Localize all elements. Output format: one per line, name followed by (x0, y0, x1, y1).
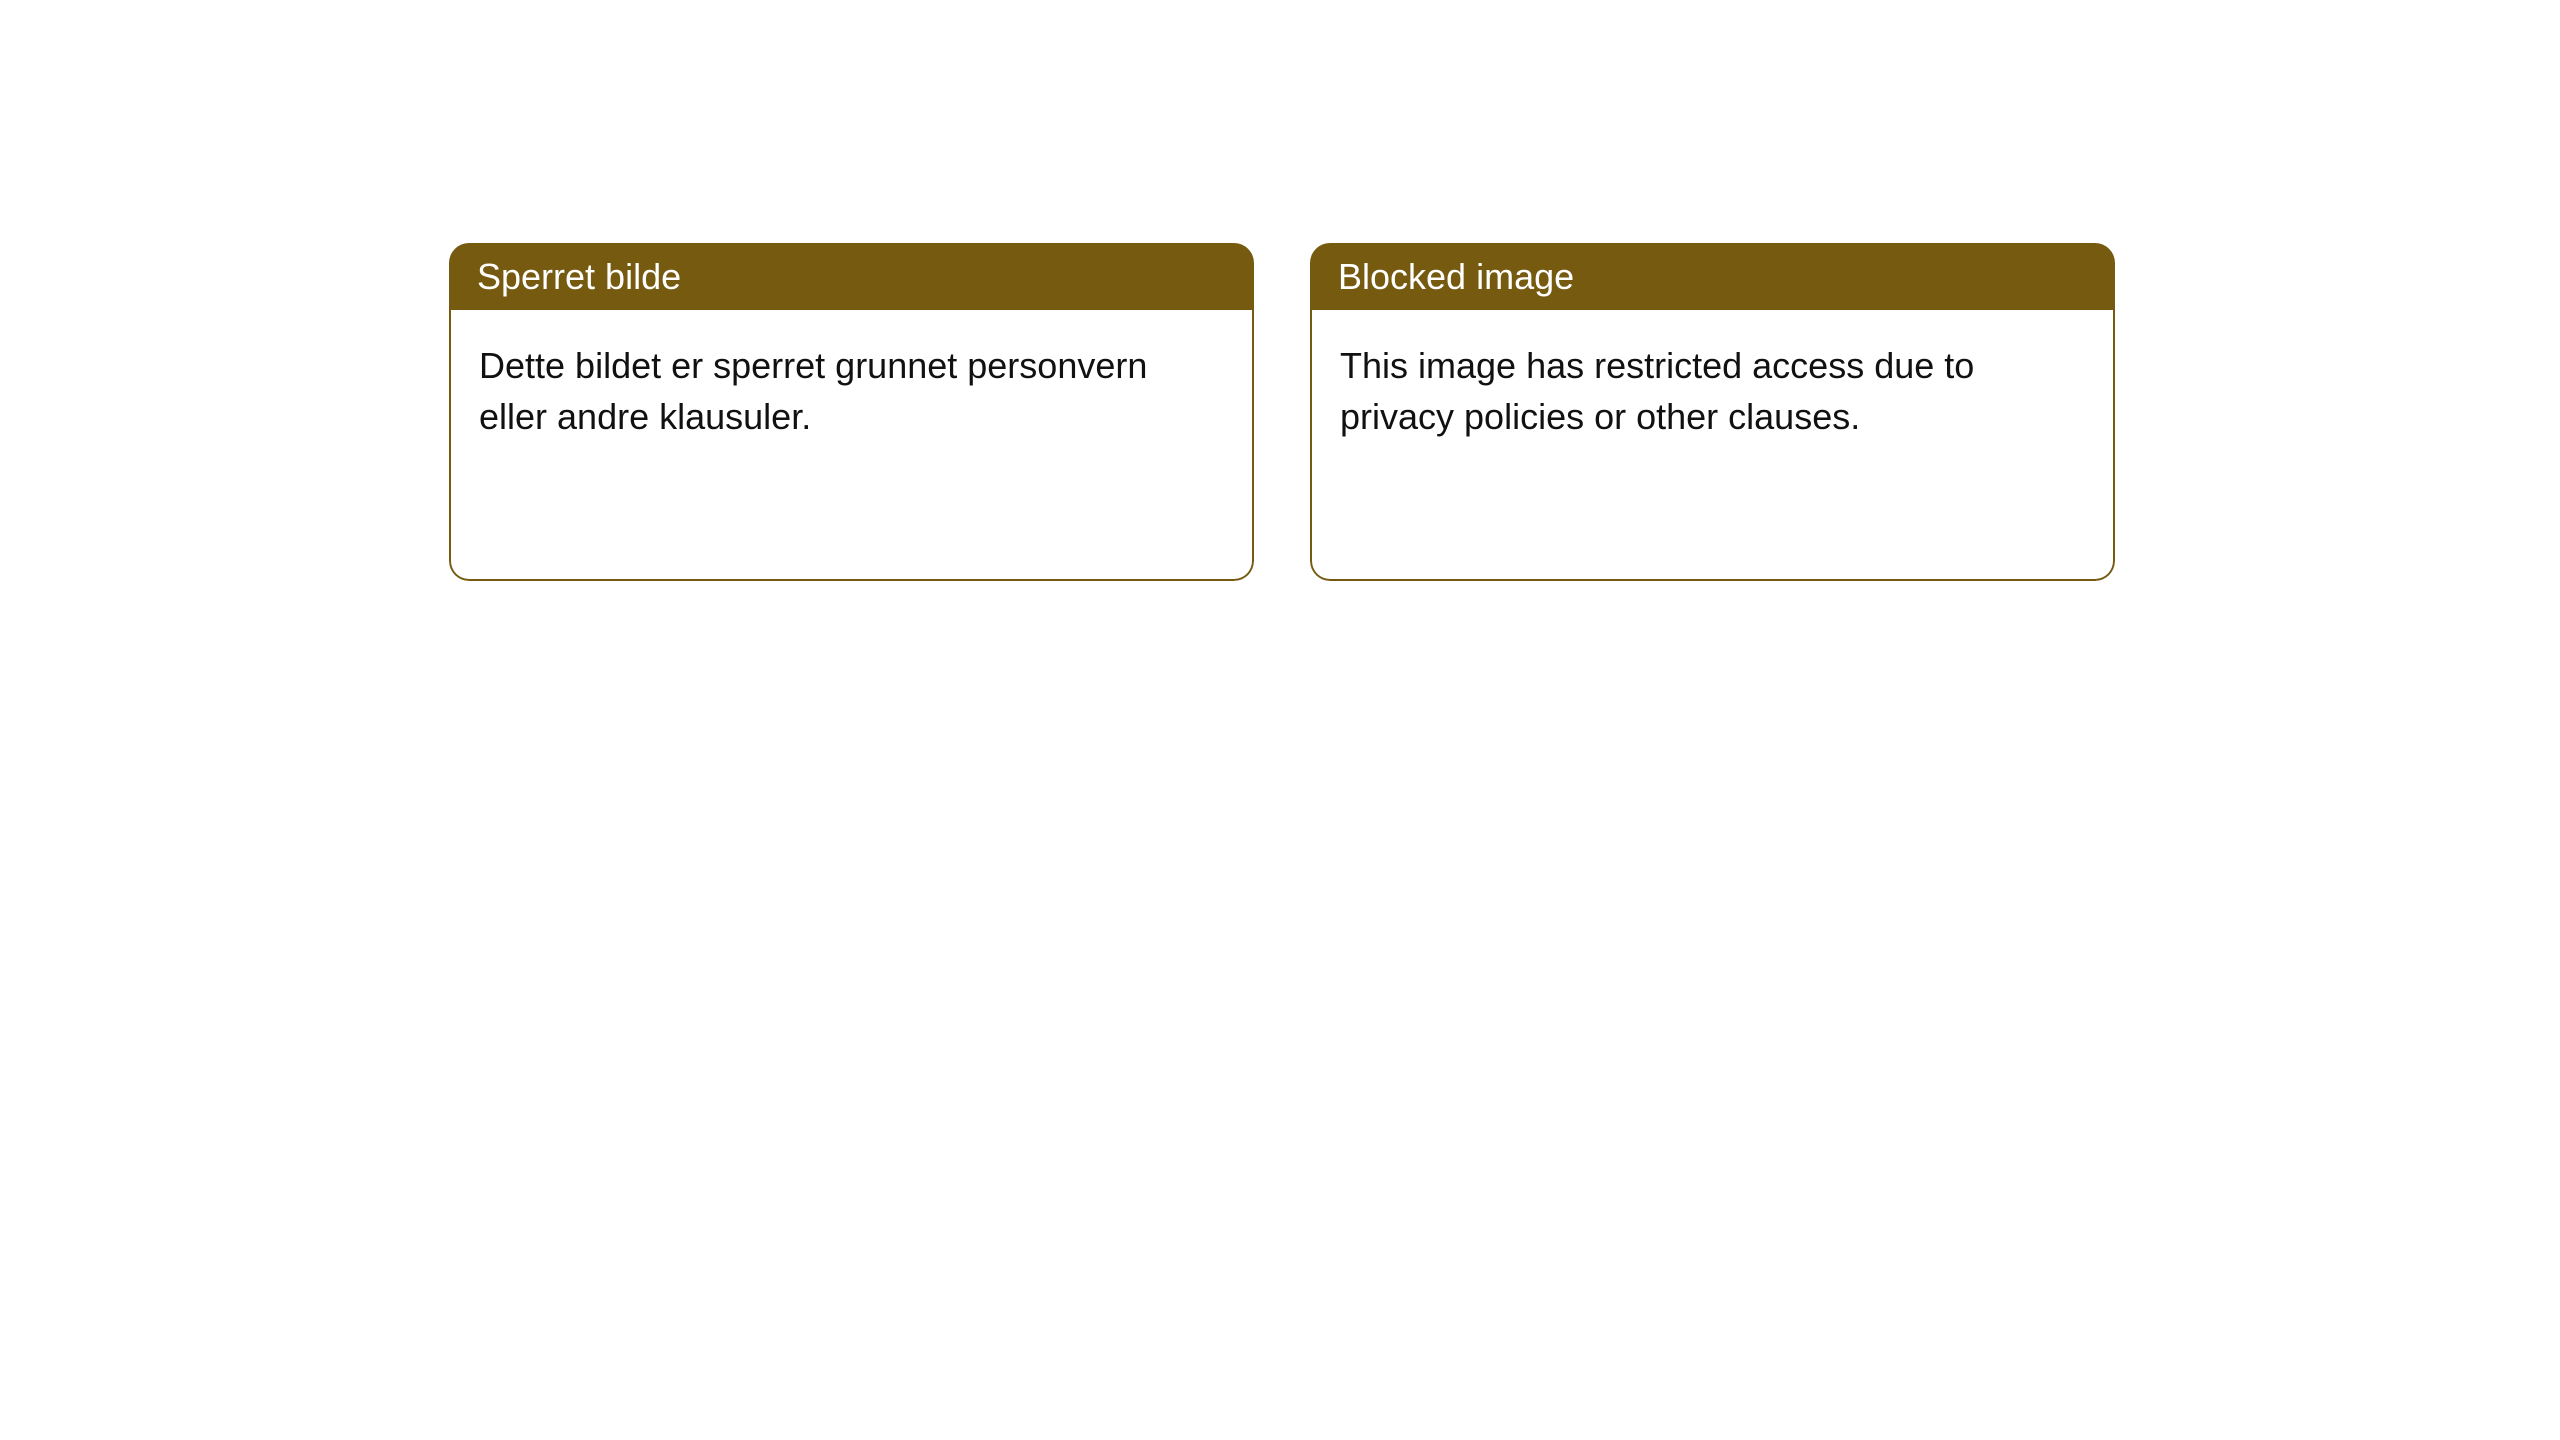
card-header: Sperret bilde (449, 243, 1254, 310)
card-body: Dette bildet er sperret grunnet personve… (449, 310, 1254, 581)
card-body: This image has restricted access due to … (1310, 310, 2115, 581)
card-title: Sperret bilde (477, 256, 681, 297)
card-body-text: Dette bildet er sperret grunnet personve… (479, 345, 1147, 437)
card-body-text: This image has restricted access due to … (1340, 345, 1974, 437)
card-header: Blocked image (1310, 243, 2115, 310)
card-title: Blocked image (1338, 256, 1574, 297)
notice-card-english: Blocked image This image has restricted … (1310, 243, 2115, 581)
notice-card-norwegian: Sperret bilde Dette bildet er sperret gr… (449, 243, 1254, 581)
notice-cards-container: Sperret bilde Dette bildet er sperret gr… (449, 243, 2115, 581)
